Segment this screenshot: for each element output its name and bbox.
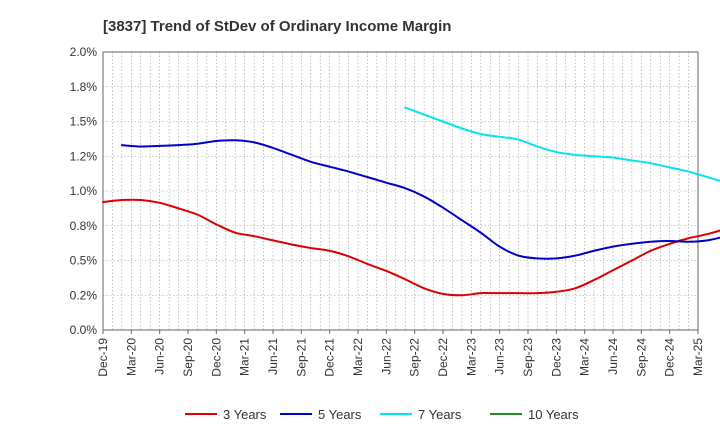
x-tick-label: Dec-19: [96, 338, 110, 377]
x-tick-label: Dec-20: [209, 338, 223, 377]
y-tick-label: 0.2%: [70, 288, 98, 302]
y-tick-label: 0.0%: [70, 323, 98, 337]
legend-label: 10 Years: [528, 407, 579, 422]
x-tick-label: Dec-22: [436, 338, 450, 377]
y-tick-label: 0.5%: [70, 254, 98, 268]
plot-frame: [102, 51, 699, 331]
x-tick-label: Jun-21: [266, 338, 280, 375]
x-tick-label: Dec-23: [549, 338, 563, 377]
y-tick-label: 1.2%: [70, 149, 98, 163]
x-tick-label: Sep-24: [634, 338, 648, 377]
x-tick-label: Jun-22: [379, 338, 393, 375]
x-tick-label: Sep-23: [521, 338, 535, 377]
x-tick-label: Jun-24: [606, 338, 620, 375]
x-tick-label: Dec-21: [323, 338, 337, 377]
legend-label: 3 Years: [223, 407, 267, 422]
chart-title: [3837] Trend of StDev of Ordinary Income…: [103, 18, 451, 35]
x-tick-label: Dec-24: [663, 338, 677, 377]
y-tick-label: 1.5%: [70, 115, 98, 129]
x-tick-label: Sep-20: [181, 338, 195, 377]
x-tick-label: Jun-20: [153, 338, 167, 375]
y-tick-label: 2.0%: [70, 45, 98, 59]
y-tick-label: 0.8%: [70, 219, 98, 233]
x-tick-label: Jun-23: [493, 338, 507, 375]
x-tick-label: Sep-22: [408, 338, 422, 377]
x-tick-label: Mar-23: [464, 338, 478, 376]
y-tick-label: 1.0%: [70, 184, 98, 198]
series-line-5-years: [120, 139, 720, 260]
legend-label: 7 Years: [418, 407, 462, 422]
x-tick-label: Mar-24: [578, 338, 592, 376]
x-tick-label: Sep-21: [294, 338, 308, 377]
x-tick-label: Mar-25: [691, 338, 705, 376]
series-line-3-years: [102, 198, 720, 297]
series-line-7-years: [404, 106, 720, 182]
x-tick-label: Mar-21: [238, 338, 252, 376]
x-tick-label: Mar-22: [351, 338, 365, 376]
legend-label: 5 Years: [318, 407, 362, 422]
x-tick-label: Mar-20: [124, 338, 138, 376]
y-tick-label: 1.8%: [70, 80, 98, 94]
plot-area: 0.0% 0.2% 0.5% 0.8% 1.0% 1.2% 1.5% 1.8% 2.0% Dec-…: [70, 45, 720, 377]
legend: 3 Years 5 Years 7 Years 10 Years: [185, 407, 579, 422]
